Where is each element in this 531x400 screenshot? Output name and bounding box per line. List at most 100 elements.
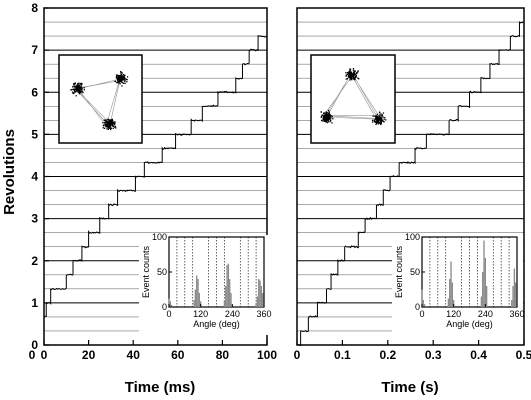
scatter-point: [351, 77, 353, 79]
x-tick-label: 0.5: [516, 348, 531, 362]
scatter-point: [73, 83, 75, 85]
histogram-bar: [450, 261, 452, 307]
scatter-point: [328, 111, 330, 113]
histogram-bar: [480, 296, 483, 307]
scatter-point: [78, 84, 80, 87]
scatter-point: [320, 111, 322, 113]
scatter-point: [330, 117, 332, 119]
x-axis-title-left: Time (ms): [125, 379, 196, 396]
scatter-inset-frame: [58, 54, 143, 144]
scatter-point: [107, 118, 109, 120]
scatter-point: [324, 114, 326, 117]
scatter-point: [81, 90, 84, 92]
histogram-bar: [194, 289, 197, 307]
scatter-point: [356, 73, 358, 75]
scatter-point: [323, 117, 325, 119]
scatter-point: [349, 75, 351, 77]
scatter-point: [76, 90, 78, 92]
scatter-point: [79, 90, 81, 93]
scatter-point: [348, 72, 351, 74]
histogram-bar: [255, 302, 257, 307]
scatter-point: [126, 79, 128, 81]
histogram-bar: [196, 275, 198, 307]
scatter-point: [72, 92, 74, 95]
histogram-bar: [422, 300, 424, 307]
scatter-point: [349, 69, 352, 71]
scatter-point: [118, 81, 121, 83]
histogram-y-tick-label: 100: [405, 232, 420, 242]
plot-frame: [296, 7, 525, 346]
histogram-bar: [193, 300, 195, 307]
x-tick-label: 100: [257, 348, 277, 362]
histogram-y-title: Event counts: [394, 245, 404, 298]
scatter-point: [349, 75, 351, 78]
y-tick-label: 7: [31, 43, 38, 57]
scatter-point: [377, 119, 380, 121]
scatter-point: [76, 85, 78, 88]
scatter-point: [121, 78, 123, 80]
scatter-point: [378, 117, 380, 119]
scatter-point: [380, 116, 382, 118]
scatter-point: [349, 68, 351, 70]
scatter-point: [79, 89, 82, 91]
scatter-point: [117, 80, 119, 82]
scatter-point: [327, 114, 330, 116]
scatter-point: [328, 114, 331, 116]
scatter-point: [122, 78, 125, 80]
histogram-bar: [198, 293, 201, 307]
scatter-point: [107, 123, 109, 125]
scatter-point: [354, 70, 356, 72]
scatter-inset-frame: [310, 54, 396, 144]
scatter-point: [120, 70, 122, 73]
scatter-point: [76, 84, 78, 86]
scatter-point: [110, 122, 112, 124]
scatter-point: [351, 79, 353, 81]
revolution-trace: [296, 18, 525, 347]
scatter-point: [325, 118, 327, 121]
scatter-point: [115, 127, 117, 129]
scatter-point: [114, 122, 116, 124]
scatter-point: [78, 93, 81, 95]
scatter-point: [353, 76, 355, 79]
scatter-point: [377, 118, 379, 120]
x-tick-label: 0: [294, 348, 301, 362]
histogram-bar: [226, 265, 228, 307]
scatter-point: [373, 119, 375, 121]
scatter-point: [104, 122, 106, 124]
scatter-point: [123, 79, 126, 81]
histogram-x-tick-label: 240: [478, 309, 493, 319]
scatter-point: [114, 125, 116, 128]
y-tick-label: 0: [31, 338, 38, 352]
scatter-point: [108, 126, 110, 128]
scatter-point: [106, 128, 108, 130]
scatter-point: [120, 72, 122, 74]
scatter-point: [111, 118, 113, 120]
scatter-point: [107, 124, 110, 126]
scatter-point: [83, 87, 85, 89]
histogram-bar: [515, 282, 517, 307]
scatter-point: [381, 118, 383, 120]
histogram-x-tick-label: 120: [446, 309, 461, 319]
x-tick-label-origin: 0: [29, 348, 36, 362]
scatter-point: [348, 75, 350, 77]
scatter-point: [112, 125, 115, 128]
scatter-point: [352, 77, 354, 80]
scatter-point: [371, 119, 374, 122]
scatter-point: [374, 115, 377, 117]
scatter-point: [121, 85, 123, 87]
scatter-point: [380, 113, 382, 115]
histogram-x-tick-label: 0: [166, 309, 171, 319]
scatter-point: [118, 77, 121, 80]
scatter-point: [121, 79, 123, 81]
x-tick-label: 0.3: [425, 348, 442, 362]
scatter-point: [328, 121, 330, 123]
scatter-trajectory: [323, 74, 380, 120]
scatter-point: [110, 123, 112, 125]
scatter-point: [81, 87, 83, 89]
x-tick-label: 0.1: [334, 348, 351, 362]
scatter-point: [117, 79, 119, 81]
scatter-point: [353, 71, 355, 73]
scatter-point: [330, 115, 332, 117]
scatter-point: [120, 79, 122, 81]
scatter-point: [121, 77, 123, 79]
